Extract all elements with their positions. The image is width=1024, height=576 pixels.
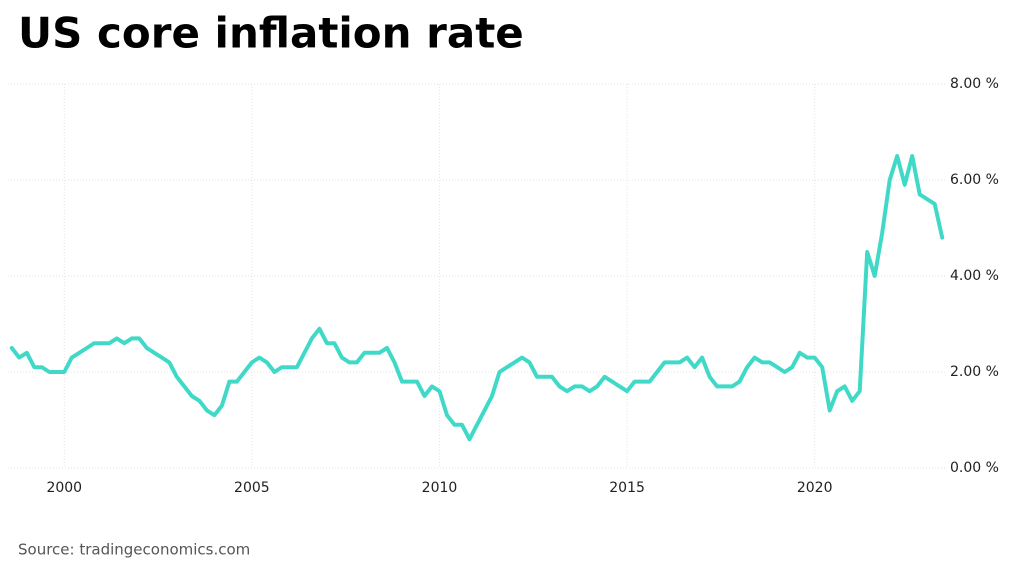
y-tick-label: 6.00 % (950, 172, 999, 188)
x-tick-label: 2015 (609, 480, 645, 496)
x-tick-label: 2010 (422, 480, 458, 496)
y-tick-label: 4.00 % (950, 268, 999, 284)
x-tick-label: 2005 (234, 480, 270, 496)
y-tick-label: 2.00 % (950, 364, 999, 380)
x-tick-label: 2020 (797, 480, 833, 496)
y-tick-label: 8.00 % (950, 76, 999, 92)
x-tick-label: 2000 (46, 480, 82, 496)
source: Source: tradingeconomics.com (18, 541, 250, 559)
chart-title: US core inflation rate (18, 9, 524, 58)
y-tick-label: 0.00 % (950, 460, 999, 476)
line (9, 154, 945, 442)
